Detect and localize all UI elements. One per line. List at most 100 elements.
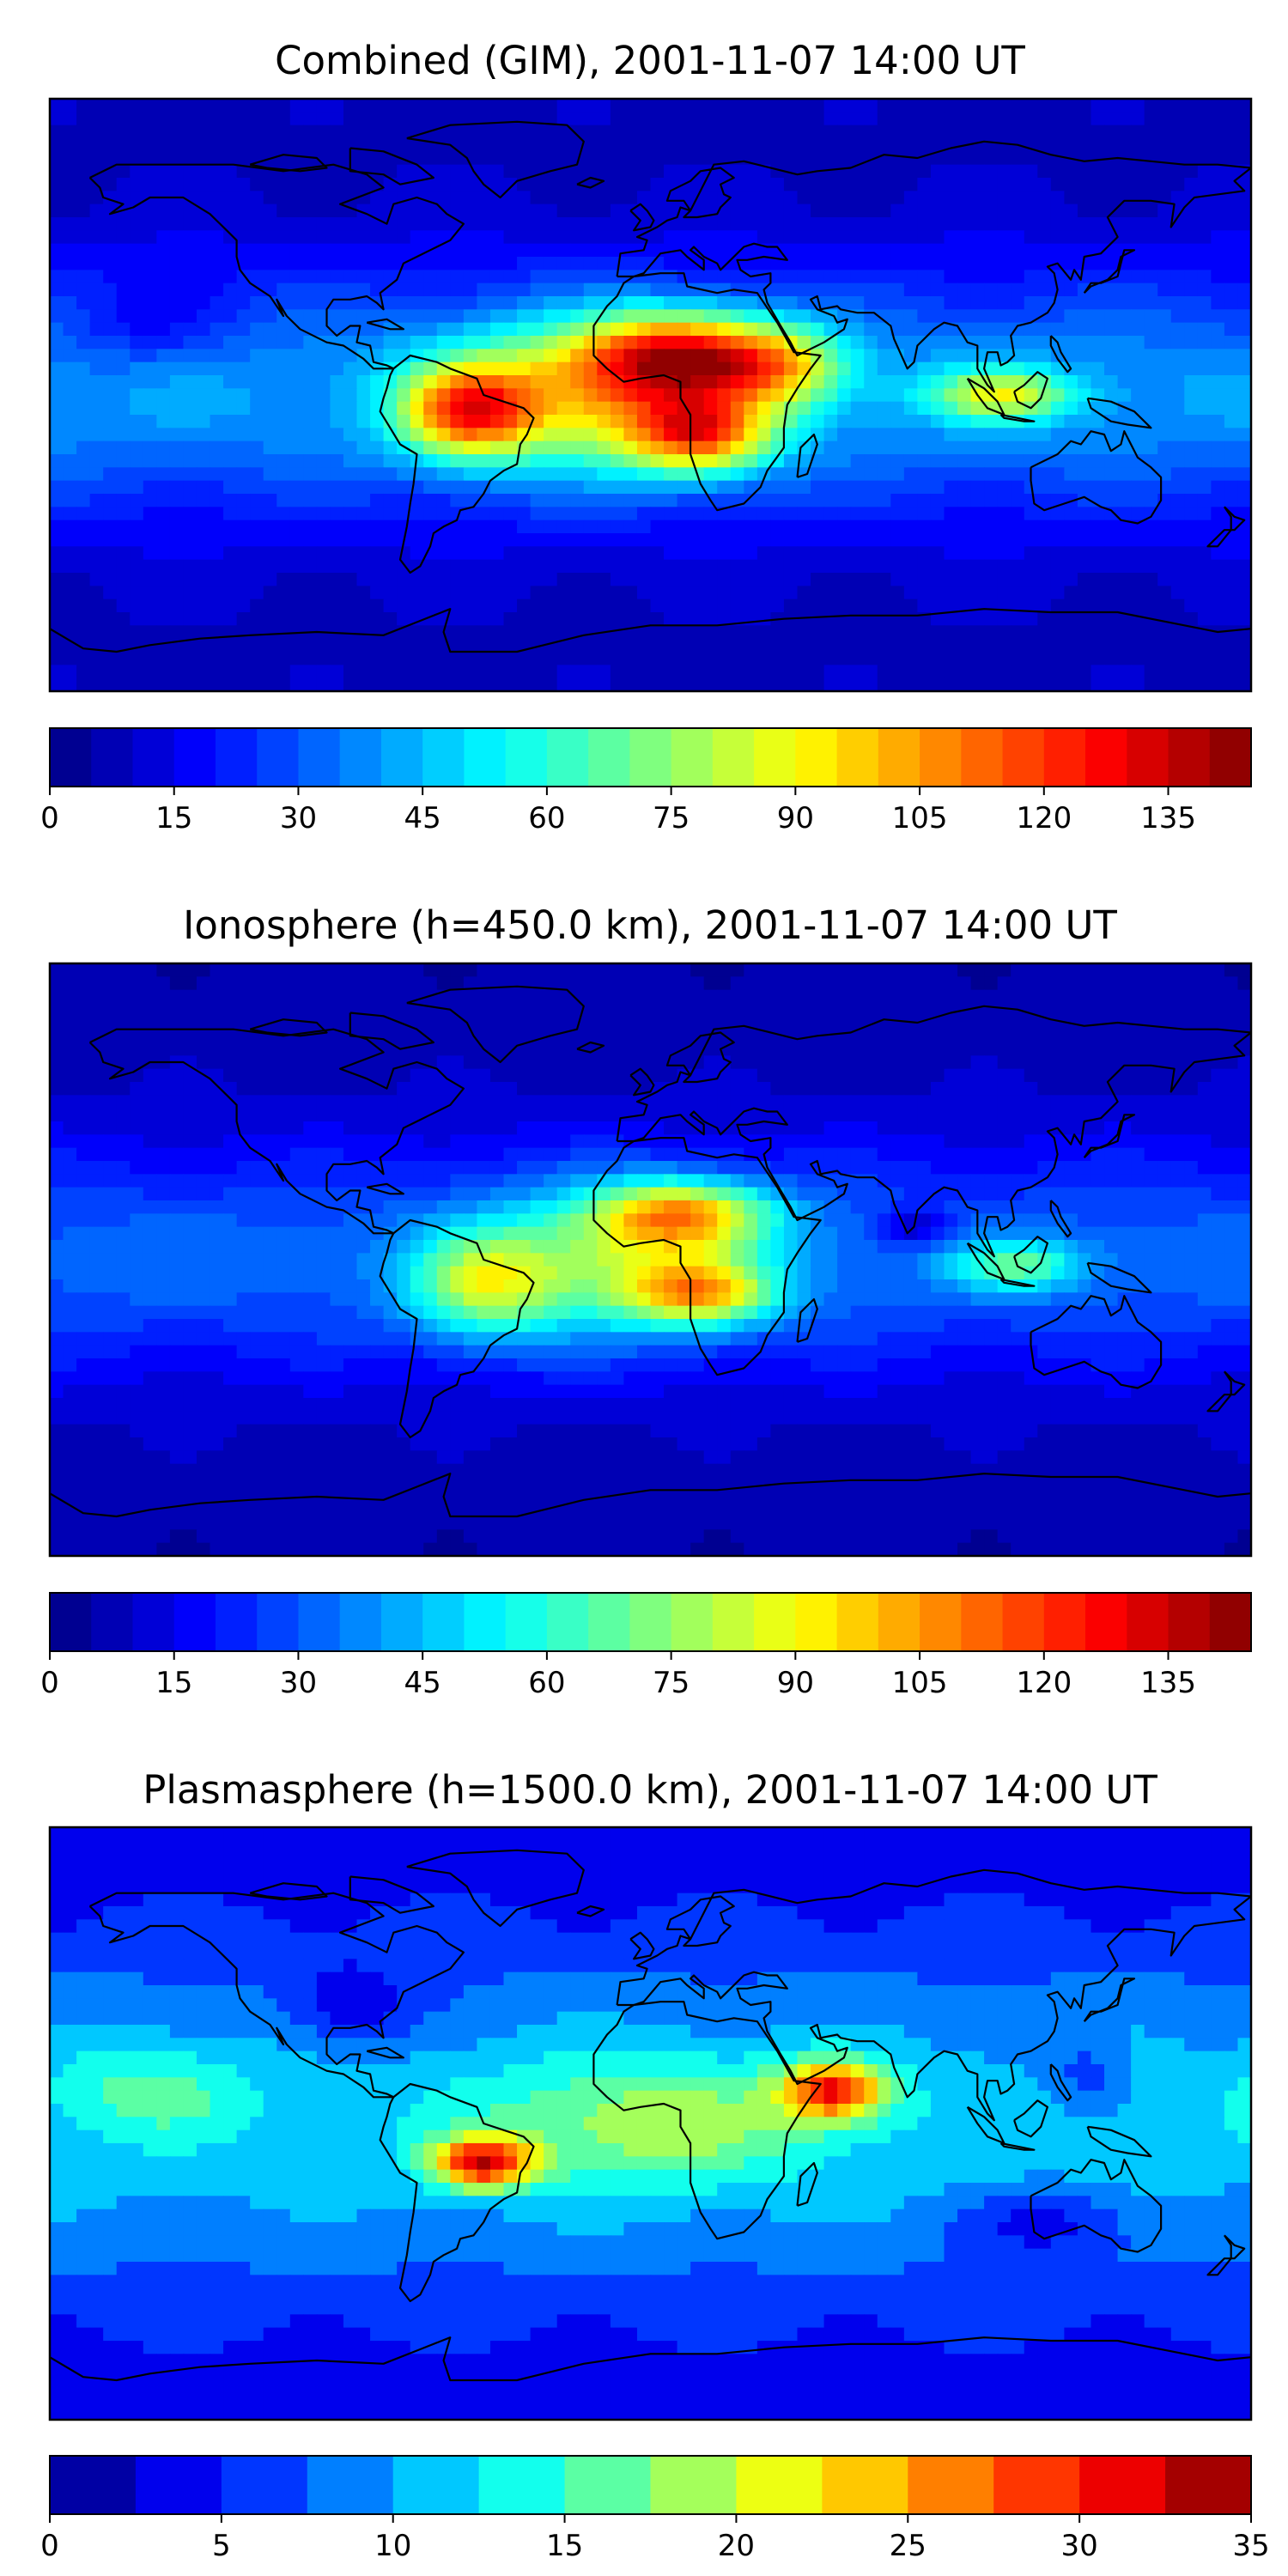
- map-frame: [48, 97, 1253, 693]
- colorbar-level: [920, 1593, 962, 1651]
- colorbar-level: [173, 1593, 216, 1651]
- colorbar-level: [173, 728, 216, 787]
- colorbar-level: [588, 728, 630, 787]
- colorbar-tick-label: 30: [280, 1666, 317, 1700]
- colorbar-level: [91, 728, 134, 787]
- panel-title: Plasmasphere (h=1500.0 km), 2001-11-07 1…: [143, 1767, 1157, 1813]
- panel-title: Ionosphere (h=450.0 km), 2001-11-07 14:0…: [183, 902, 1117, 948]
- colorbar-level: [135, 2456, 222, 2514]
- colorbar-tick-label: 25: [890, 2529, 927, 2563]
- colorbar-level: [422, 1593, 465, 1651]
- colorbar-tick-label: 120: [1016, 801, 1072, 835]
- map-area: [48, 1826, 1253, 2421]
- colorbar-level: [1168, 728, 1211, 787]
- colorbar-level: [671, 728, 714, 787]
- colorbar-tick-label: 105: [892, 1666, 948, 1700]
- map-field: [50, 1827, 1251, 2420]
- map-area: [48, 97, 1253, 693]
- colorbar-level: [1085, 1593, 1127, 1651]
- colorbar-level: [629, 1593, 672, 1651]
- colorbar-level: [339, 1593, 382, 1651]
- colorbar-tick-label: 90: [777, 1666, 814, 1700]
- colorbar-level: [215, 1593, 258, 1651]
- colorbar-tick-label: 20: [718, 2529, 755, 2563]
- colorbar: 0 15 30 45 60 75 90 105 120 135: [40, 1592, 1252, 1700]
- colorbar-level: [422, 728, 465, 787]
- colorbar-level: [754, 728, 796, 787]
- colorbar-level: [588, 1593, 630, 1651]
- colorbar-level: [1127, 1593, 1170, 1651]
- colorbar-level: [380, 1593, 423, 1651]
- colorbar-level: [505, 728, 548, 787]
- colorbar-level: [878, 728, 920, 787]
- colorbar-tick-label: 0: [40, 2529, 59, 2563]
- colorbar-level: [1168, 1593, 1211, 1651]
- colorbar-level: [1209, 728, 1252, 787]
- coastlines: [50, 120, 1251, 653]
- colorbar-level: [1043, 728, 1086, 787]
- colorbar-tick-label: 90: [777, 801, 814, 835]
- colorbar-level: [132, 1593, 175, 1651]
- colorbar: 0 5 10 15 20 25 30 35: [40, 2455, 1270, 2563]
- colorbar-level: [629, 728, 672, 787]
- colorbar-frame: [49, 727, 1252, 787]
- colorbar-tick-label: 45: [404, 1666, 441, 1700]
- colorbar-tick-label: 0: [40, 801, 59, 835]
- colorbar-level: [836, 1593, 879, 1651]
- colorbar-level: [1002, 1593, 1045, 1651]
- colorbar-level: [920, 728, 962, 787]
- colorbar-level: [215, 728, 258, 787]
- colorbar-level: [712, 728, 755, 787]
- map-field: [50, 963, 1251, 1556]
- map-field: [50, 99, 1251, 691]
- colorbar-tick-label: 60: [528, 1666, 565, 1700]
- colorbar-level: [1043, 1593, 1086, 1651]
- colorbar-level: [505, 1593, 548, 1651]
- colorbar-tick-label: 75: [653, 801, 690, 835]
- colorbar-level: [50, 2456, 137, 2514]
- colorbar-tick-label: 35: [1232, 2529, 1269, 2563]
- colorbar-level: [650, 2456, 738, 2514]
- colorbar-frame: [49, 1592, 1252, 1652]
- colorbar-level: [257, 1593, 300, 1651]
- colorbar-level: [1002, 728, 1045, 787]
- colorbar-frame: [49, 2455, 1252, 2515]
- colorbar-tick-label: 135: [1140, 1666, 1196, 1700]
- colorbar-level: [298, 728, 341, 787]
- colorbar-tick-label: 30: [1061, 2529, 1098, 2563]
- colorbar-tick-label: 0: [40, 1666, 59, 1700]
- panel-plasmasphere: Plasmasphere (h=1500.0 km), 2001-11-07 1…: [40, 1767, 1269, 2563]
- colorbar-level: [836, 728, 879, 787]
- panel-combined-gim: Combined (GIM), 2001-11-07 14:00 UT 0 15 3…: [40, 38, 1253, 835]
- colorbar-level: [993, 2456, 1080, 2514]
- colorbar-tick-label: 75: [653, 1666, 690, 1700]
- colorbar-tick-label: 105: [892, 801, 948, 835]
- colorbar-tick-label: 120: [1016, 1666, 1072, 1700]
- colorbar-level: [298, 1593, 341, 1651]
- colorbar-level: [1165, 2456, 1252, 2514]
- colorbar: 0 15 30 45 60 75 90 105 120 135: [40, 727, 1252, 835]
- colorbar-level: [795, 1593, 838, 1651]
- colorbar-level: [961, 1593, 1004, 1651]
- colorbar-level: [546, 1593, 589, 1651]
- colorbar-level: [50, 1593, 92, 1651]
- colorbar-level: [1085, 728, 1127, 787]
- colorbar-level: [307, 2456, 394, 2514]
- colorbar-level: [754, 1593, 796, 1651]
- colorbar-tick-label: 15: [155, 801, 192, 835]
- colorbar-tick-label: 45: [404, 801, 441, 835]
- colorbar-level: [50, 728, 92, 787]
- colorbar-tick-label: 60: [528, 801, 565, 835]
- colorbar-tick-label: 10: [374, 2529, 411, 2563]
- colorbar-level: [91, 1593, 134, 1651]
- coastlines: [50, 985, 1251, 1518]
- colorbar-level: [1127, 728, 1170, 787]
- panel-title: Combined (GIM), 2001-11-07 14:00 UT: [275, 38, 1025, 83]
- colorbar-level: [736, 2456, 823, 2514]
- colorbar-level: [221, 2456, 308, 2514]
- colorbar-level: [392, 2456, 480, 2514]
- map-frame: [48, 962, 1253, 1558]
- map-area: [48, 962, 1253, 1558]
- colorbar-level: [822, 2456, 908, 2514]
- colorbar-level: [464, 728, 507, 787]
